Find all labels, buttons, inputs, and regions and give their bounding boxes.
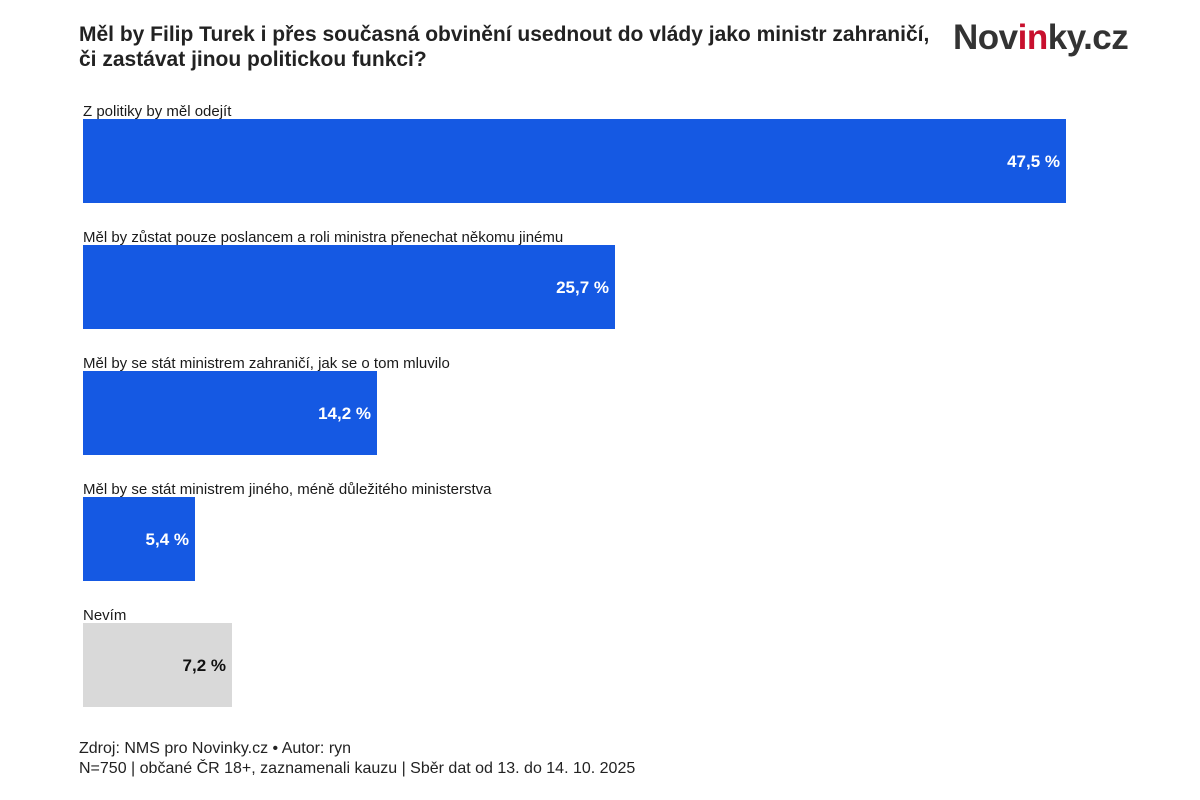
bar: [83, 623, 232, 707]
category-label: Nevím: [83, 607, 126, 624]
logo-text-end: ky.cz: [1047, 18, 1129, 57]
value-label: 25,7 %: [556, 278, 609, 297]
value-label: 5,4 %: [146, 530, 189, 549]
source-line: Zdroj: NMS pro Novinky.cz • Autor: ryn: [79, 740, 352, 757]
category-label: Z politiky by měl odejít: [83, 103, 232, 120]
logo-text-start: Nov: [953, 18, 1018, 57]
bar: [83, 119, 1066, 203]
sample-note: N=750 | občané ČR 18+, zaznamenali kauzu…: [79, 760, 636, 777]
category-label: Měl by se stát ministrem zahraničí, jak …: [83, 355, 450, 372]
bar: [83, 497, 195, 581]
bar: [83, 371, 377, 455]
category-label: Měl by se stát ministrem jiného, méně dů…: [83, 481, 492, 498]
novinky-logo: Novinky.cz: [953, 18, 1129, 58]
chart-title: Měl by Filip Turek i přes současná obvin…: [79, 23, 930, 71]
category-label: Měl by zůstat pouze poslancem a roli min…: [83, 229, 563, 246]
bar: [83, 245, 615, 329]
chart-footer: Zdroj: NMS pro Novinky.cz • Autor: ryn N…: [79, 739, 635, 779]
value-label: 47,5 %: [1007, 152, 1060, 171]
logo-text-accent: in: [1017, 18, 1049, 57]
value-label: 14,2 %: [318, 404, 371, 423]
value-label: 7,2 %: [183, 656, 226, 675]
